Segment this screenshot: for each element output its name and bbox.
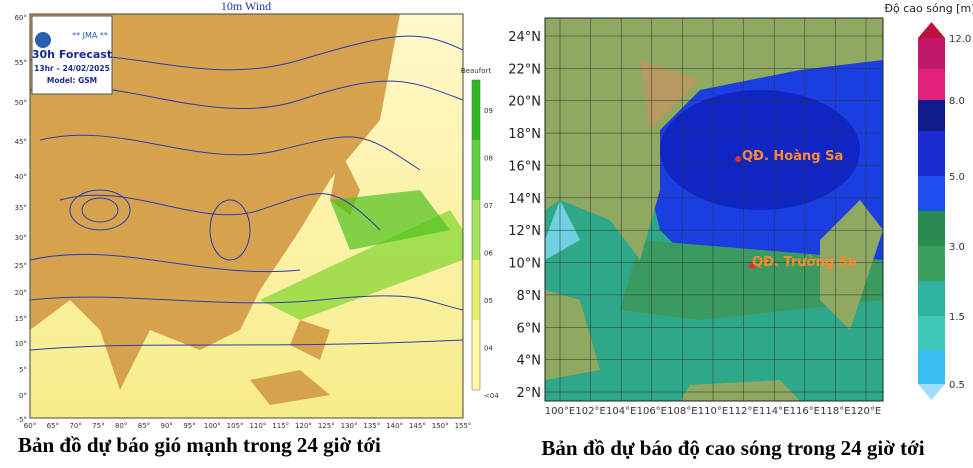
lat-label: 55° xyxy=(15,59,27,67)
lon-label: 140° xyxy=(386,422,403,430)
place-label: QĐ. Trường Sa xyxy=(752,255,857,270)
lon-label: 110° xyxy=(249,422,266,430)
legend-label: 09 xyxy=(484,107,493,115)
legend-label: 07 xyxy=(484,202,493,210)
map-title: 10m Wind xyxy=(221,0,271,13)
lat-label: 25° xyxy=(15,262,27,270)
lon-label: 120°E xyxy=(851,406,881,417)
beaufort-bar xyxy=(471,79,481,391)
lat-label: 60° xyxy=(15,14,27,22)
lat-label: 0° xyxy=(19,392,27,400)
legend-label: 05 xyxy=(484,297,493,305)
lon-label: 106°E xyxy=(637,406,667,417)
lon-label: 155° xyxy=(455,422,472,430)
legend-title: Beaufort xyxy=(461,67,491,75)
wind-map xyxy=(30,14,463,418)
lon-label: 75° xyxy=(92,422,104,430)
lon-label: 70° xyxy=(69,422,81,430)
lat-label: 4°N xyxy=(517,354,542,369)
lon-label: 60° xyxy=(24,422,36,430)
lat-label: 12°N xyxy=(508,224,541,239)
lon-label: 85° xyxy=(138,422,150,430)
lat-label: -5° xyxy=(17,416,27,424)
lat-label: 10° xyxy=(15,340,27,348)
lat-label: 2°N xyxy=(517,386,542,401)
lat-label: 50° xyxy=(15,99,27,107)
legend-label: 0.5 xyxy=(949,380,965,391)
legend-label: 04 xyxy=(484,345,493,353)
legend-label: 08 xyxy=(484,155,493,163)
lon-label: 125° xyxy=(318,422,335,430)
legend-label: 8.0 xyxy=(949,96,965,107)
forecast-time: 13hr – 24/02/2025 xyxy=(34,64,110,73)
lat-label: 6°N xyxy=(517,321,542,336)
caption-right: Bản đồ dự báo độ cao sóng trong 24 giờ t… xyxy=(541,436,924,460)
lat-label: 5° xyxy=(19,366,27,374)
legend-title: Độ cao sóng [m] xyxy=(885,2,973,15)
lat-label: 30° xyxy=(15,234,27,242)
wave-colorbar xyxy=(918,22,945,400)
wind-map-frame xyxy=(29,13,464,419)
agency: ** JMA ** xyxy=(72,31,108,40)
lon-label: 108°E xyxy=(667,406,697,417)
lon-label: 115° xyxy=(272,422,289,430)
lat-label: 16°N xyxy=(508,159,541,174)
lat-label: 10°N xyxy=(508,257,541,272)
lon-label: 95° xyxy=(183,422,195,430)
lon-label: 145° xyxy=(409,422,426,430)
lon-label: 105° xyxy=(227,422,244,430)
graticule xyxy=(545,18,883,401)
lon-label: 120° xyxy=(295,422,312,430)
lon-label: 130° xyxy=(341,422,358,430)
lon-label: 100°E xyxy=(545,406,575,417)
lat-label: 35° xyxy=(15,204,27,212)
place-label: QĐ. Hoàng Sa xyxy=(742,149,843,164)
lon-label: 116°E xyxy=(790,406,820,417)
caption-left: Bản đồ dự báo gió mạnh trong 24 giờ tới xyxy=(18,433,381,457)
legend-label: 06 xyxy=(484,250,493,258)
wave-map-frame xyxy=(544,17,884,402)
lat-label: 45° xyxy=(15,138,27,146)
lat-label: 18°N xyxy=(508,127,541,142)
lon-label: 114°E xyxy=(759,406,789,417)
legend-label: 12.0 xyxy=(949,34,971,45)
lon-label: 112°E xyxy=(728,406,758,417)
lon-label: 150° xyxy=(432,422,449,430)
lon-label: 110°E xyxy=(698,406,728,417)
lat-label: 14°N xyxy=(508,192,541,207)
lon-label: 118°E xyxy=(820,406,850,417)
lon-label: 102°E xyxy=(575,406,605,417)
lon-label: 90° xyxy=(161,422,173,430)
model: Model: GSM xyxy=(47,76,97,85)
lat-label: 24°N xyxy=(508,30,541,45)
wave-map xyxy=(545,18,883,401)
legend-label: <04 xyxy=(484,392,499,400)
legend-label: 3.0 xyxy=(949,242,965,253)
lat-label: 40° xyxy=(15,173,27,181)
legend-label: 1.5 xyxy=(949,312,965,323)
lon-label: 80° xyxy=(115,422,127,430)
forecast: 30h Forecast xyxy=(32,48,112,61)
lon-label: 100° xyxy=(204,422,221,430)
lon-label: 104°E xyxy=(606,406,636,417)
lon-label: 135° xyxy=(363,422,380,430)
lat-label: 20°N xyxy=(508,95,541,110)
lat-label: 22°N xyxy=(508,62,541,77)
legend-label: 5.0 xyxy=(949,172,965,183)
lat-label: 8°N xyxy=(517,289,542,304)
lat-label: 15° xyxy=(15,315,27,323)
lon-label: 65° xyxy=(47,422,59,430)
lat-label: 20° xyxy=(15,289,27,297)
